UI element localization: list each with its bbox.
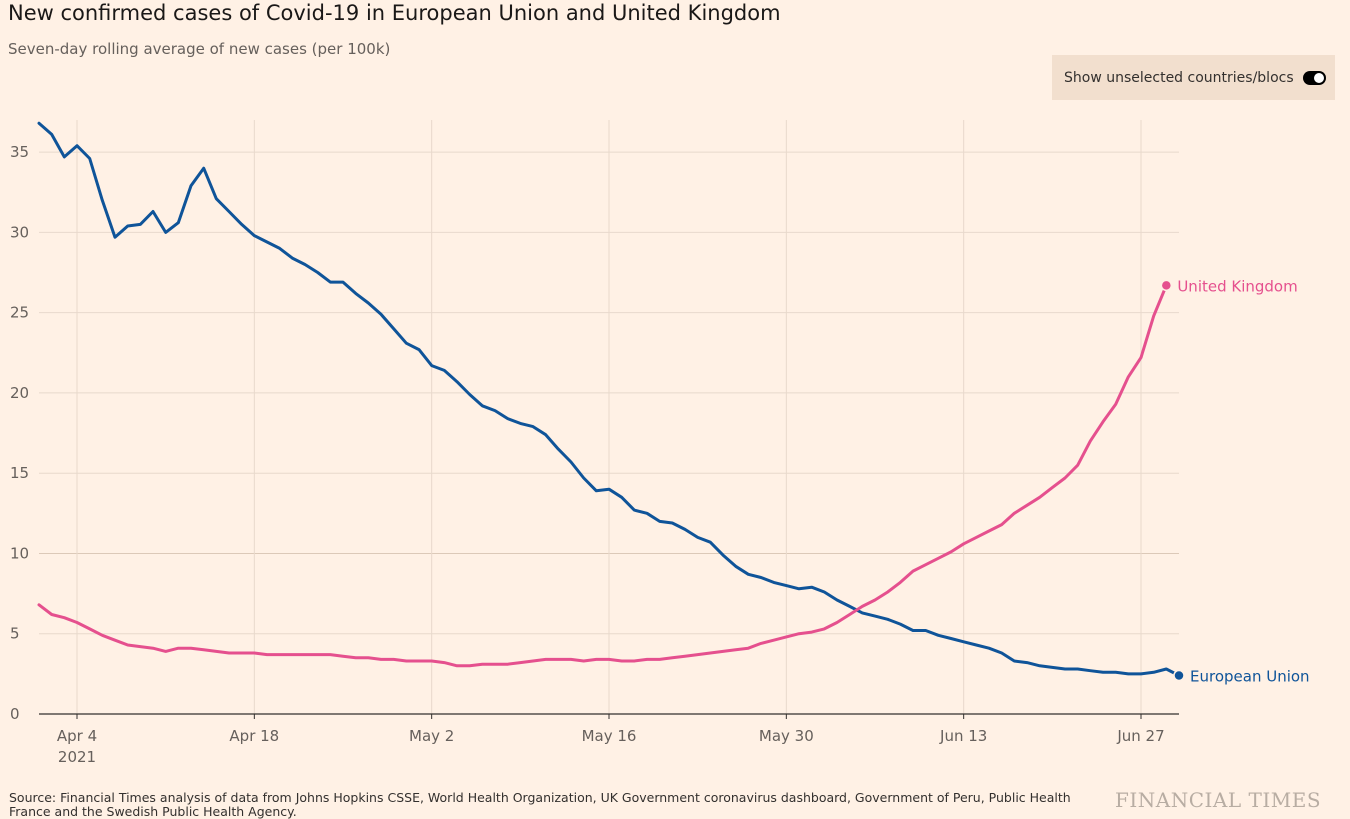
x-tick-label: Jun 27 (1116, 727, 1164, 745)
y-tick-label: 0 (10, 705, 20, 723)
chart-title: New confirmed cases of Covid-19 in Europ… (8, 1, 781, 25)
toggle-label: Show unselected countries/blocs (1064, 69, 1294, 86)
y-tick-label: 15 (10, 464, 29, 482)
x-tick-label: Apr 18 (229, 727, 279, 745)
y-tick-label: 10 (10, 544, 29, 562)
ft-logo: FINANCIAL TIMES (1115, 788, 1322, 812)
y-tick-label: 20 (10, 384, 29, 402)
series-layer (37, 121, 1185, 682)
toggle-switch-icon[interactable] (1302, 70, 1326, 85)
label-layer: European Union United Kingdom (1177, 277, 1309, 685)
x-tick-label: May 16 (582, 727, 637, 745)
y-tick-label: 30 (10, 223, 29, 241)
source-note: Source: Financial Times analysis of data… (9, 790, 1071, 819)
grid-layer (39, 120, 1179, 714)
x-tick-label: Apr 4 (57, 727, 97, 745)
x-tick-sublabel: 2021 (58, 748, 96, 766)
series-label-european-union: European Union (1190, 667, 1310, 685)
series-label-united-kingdom: United Kingdom (1177, 277, 1297, 295)
series-line-european-union (37, 121, 1181, 677)
axis-layer: 0 5 10 15 20 25 30 35 Apr 4 2021 Apr 18 May 2 May 16… (10, 143, 1179, 766)
chart-subtitle: Seven-day rolling average of new cases (… (8, 40, 391, 58)
series-line-united-kingdom (37, 283, 1168, 668)
x-tick-label: May 30 (759, 727, 814, 745)
x-tick-label: May 2 (409, 727, 454, 745)
series-end-marker-european-union (1173, 669, 1185, 682)
y-tick-label: 35 (10, 143, 29, 161)
x-tick-label: Jun 13 (939, 727, 987, 745)
y-tick-label: 25 (10, 304, 29, 322)
series-end-marker-united-kingdom (1160, 279, 1173, 292)
line-chart: 0 5 10 15 20 25 30 35 Apr 4 2021 Apr 18 May 2 May 16… (10, 120, 1310, 766)
y-tick-label: 5 (10, 625, 20, 643)
show-unselected-toggle[interactable]: Show unselected countries/blocs (1052, 55, 1335, 100)
toggle-knob (1313, 72, 1324, 83)
